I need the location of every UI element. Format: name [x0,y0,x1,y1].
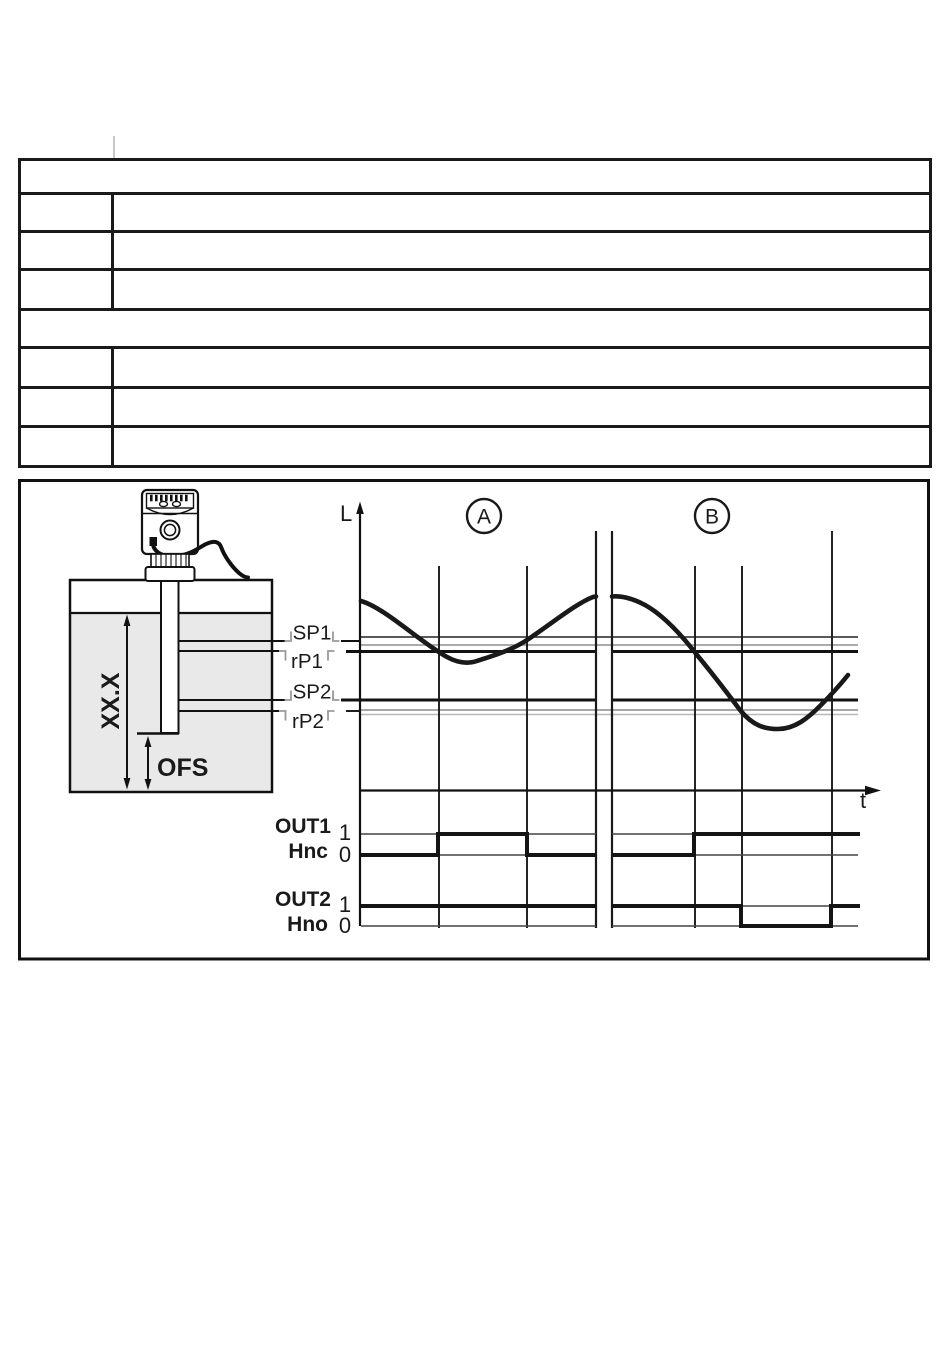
table-row [21,427,929,465]
table-cell [21,348,114,386]
sensor-ring-inner-icon [163,523,177,537]
table-row [21,270,929,311]
sensor-ring-icon [159,519,181,541]
out1-high-label: 1 [339,820,351,845]
arrow-up-icon [144,736,152,747]
axis-arrow-right-icon [865,785,881,796]
axis-arrow-up-icon [356,501,364,514]
figure-frame [18,479,930,961]
out1-low-label: 0 [339,842,351,867]
phase-a-label: A [477,506,491,529]
sensor-probe [160,575,180,734]
table-row [21,311,929,349]
level-time-chart: SP1 rP1 SP2 rP2 L [279,497,881,928]
phase-b-label: B [705,506,719,529]
offset-label: OFS [157,754,208,782]
out2-low-label: 0 [339,913,351,938]
sp2-label: SP2 [293,681,332,704]
trace-rails [361,833,858,927]
out1-trace [612,832,860,857]
level-curve-phase-a [358,594,599,665]
table-cell [21,427,114,465]
rp1-label: rP1 [291,650,323,673]
tank-height-label: XX.X [97,672,125,729]
sensor-button-icon [158,500,169,508]
sensor-button-icon [171,500,182,508]
time-axis-label: t [860,788,866,813]
table-cell [21,388,114,425]
out1-trace [361,832,596,857]
out2-trace [612,904,860,928]
cable-connector [149,537,157,546]
level-axis-label: L [340,501,352,526]
table-row [21,348,929,389]
thread-section [150,553,190,568]
out2-label: OUT2 [275,888,331,911]
table-cell [21,232,114,268]
thread-ridges-icon [155,554,187,567]
arrow-down-icon [123,778,131,790]
out2-high-label: 1 [339,892,351,917]
spec-table [18,158,932,468]
out1-label: OUT1 [275,815,331,838]
mounting-nut [144,566,196,582]
table-row [21,388,929,428]
rp2-label: rP2 [292,710,324,733]
table-row [21,161,929,195]
sensor-head-drawing [140,488,250,582]
out2-mode-label: Hno [287,913,328,936]
out1-mode-label: Hnc [288,840,328,863]
phase-b-circle-icon [693,497,731,535]
cropped-table-divider-remnant [113,136,115,158]
table-row [21,232,929,271]
tank-drawing: XX.X OFS [68,575,285,794]
phase-a-circle-icon [465,497,503,535]
table-cell [21,270,114,308]
arrow-up-icon [123,614,131,626]
sensor-face-arc [146,507,194,516]
sp1-label: SP1 [293,622,332,645]
event-gridlines [438,531,833,928]
label-brackets [279,631,340,721]
arrow-down-icon [144,779,152,790]
display-segments-icon [150,494,188,502]
level-curve-phase-b [609,593,851,732]
table-row [21,194,929,233]
phase-separator-lines [594,531,614,928]
output-traces: OUT1 Hnc 1 0 OUT2 Hno 1 0 [275,815,860,938]
table-cell [21,194,114,230]
